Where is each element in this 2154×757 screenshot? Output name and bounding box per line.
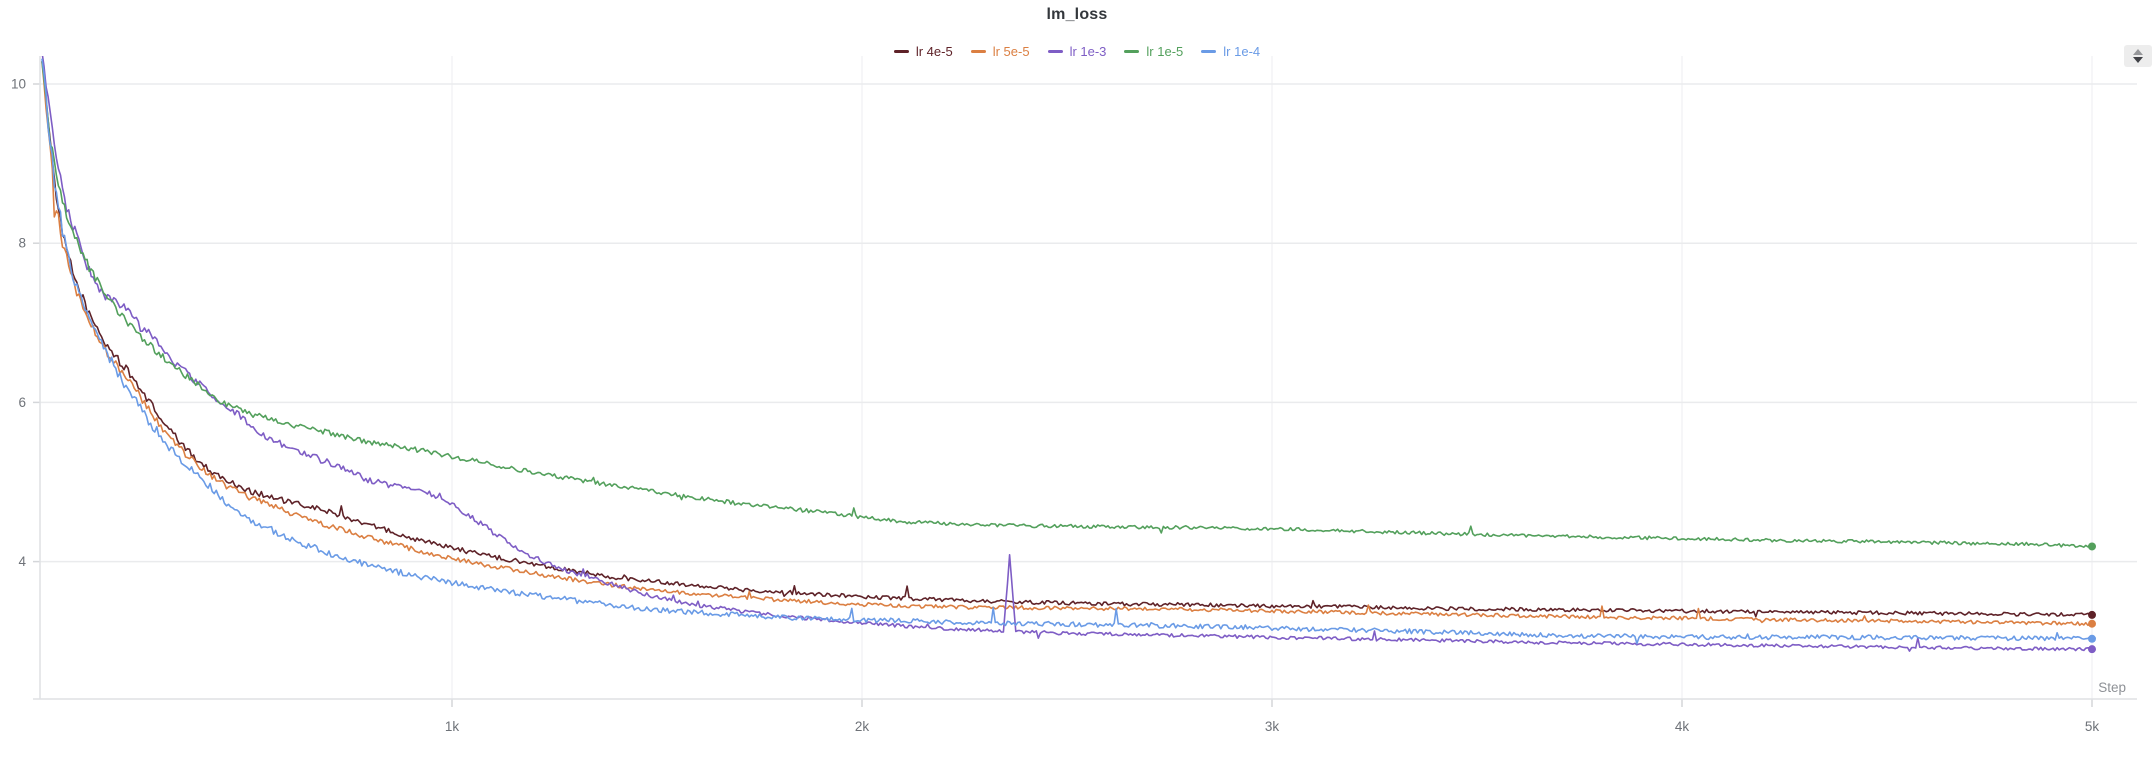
x-axis-title: Step bbox=[2098, 680, 2126, 695]
legend-label: lr 1e-4 bbox=[1223, 43, 1261, 59]
chart-title: lm_loss bbox=[1046, 6, 1108, 23]
series-line-lr-5e-5 bbox=[41, 61, 2093, 627]
legend-dash-icon bbox=[1047, 49, 1063, 53]
legend-item-lr-1e-4[interactable]: lr 1e-4 bbox=[1201, 45, 1260, 58]
legend-item-lr-4e-5[interactable]: lr 4e-5 bbox=[893, 43, 953, 59]
legend-dash-icon bbox=[970, 49, 986, 53]
legend-label: lr 1e-5 bbox=[1146, 43, 1184, 59]
series-endpoint-lr-1e-4 bbox=[2088, 634, 2096, 643]
legend-label: lr 4e-5 bbox=[915, 43, 953, 59]
x-tick-label: 2k bbox=[855, 719, 870, 734]
legend-item-lr-1e-3[interactable]: lr 1e-3 bbox=[1047, 43, 1107, 59]
y-tick-label: 4 bbox=[18, 554, 26, 569]
series-line-lr-1e-4 bbox=[41, 58, 2093, 645]
legend-dash-icon bbox=[1201, 49, 1217, 53]
legend-label: lr 1e-3 bbox=[1069, 43, 1107, 59]
y-tick-label: 6 bbox=[18, 395, 26, 410]
triangle-down-icon bbox=[2133, 57, 2143, 63]
series-line-lr-4e-5 bbox=[41, 60, 2093, 618]
series-line-lr-1e-3 bbox=[41, 56, 2093, 652]
series-line-lr-1e-5 bbox=[41, 61, 2093, 549]
series-endpoint-lr-4e-5 bbox=[2088, 610, 2096, 619]
legend-dash-icon bbox=[1124, 49, 1140, 53]
y-tick-label: 8 bbox=[18, 236, 26, 251]
legend-item-lr-1e-5[interactable]: lr 1e-5 bbox=[1124, 45, 1183, 58]
panel-resize-stepper-button[interactable] bbox=[2124, 45, 2152, 67]
series-endpoint-lr-5e-5 bbox=[2088, 619, 2096, 628]
triangle-up-icon bbox=[2133, 49, 2143, 55]
series-endpoint-lr-1e-5 bbox=[2088, 542, 2096, 551]
x-tick-label: 1k bbox=[445, 719, 460, 734]
legend-dash-icon bbox=[893, 49, 909, 53]
chart-legend: lr 4e-5 lr 5e-5 lr 1e-3 lr 1e-5 lr 1e-4 bbox=[0, 42, 2154, 60]
x-tick-label: 5k bbox=[2085, 719, 2100, 734]
y-tick-label: 10 bbox=[11, 77, 26, 92]
x-tick-label: 4k bbox=[1675, 719, 1690, 734]
x-tick-label: 3k bbox=[1265, 719, 1280, 734]
series-endpoint-lr-1e-3 bbox=[2088, 645, 2096, 654]
legend-label: lr 5e-5 bbox=[992, 43, 1030, 59]
legend-item-lr-5e-5[interactable]: lr 5e-5 bbox=[970, 43, 1030, 59]
